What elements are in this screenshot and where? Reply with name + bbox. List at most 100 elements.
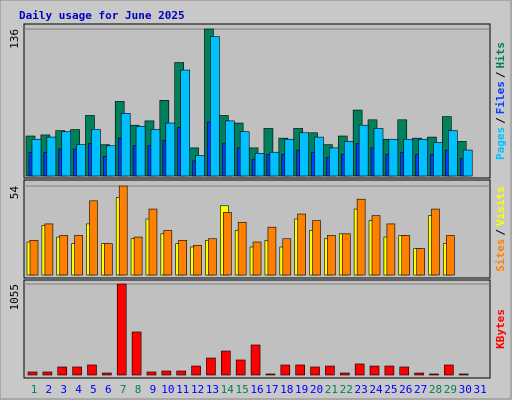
bar (91, 129, 101, 177)
bar (269, 151, 280, 177)
bar (448, 130, 458, 177)
bar (146, 371, 157, 376)
bar (44, 223, 54, 276)
bar (221, 350, 231, 376)
bar (373, 128, 384, 177)
bar (433, 142, 443, 177)
bar (252, 241, 262, 276)
bar (299, 132, 309, 177)
x-tick-label: 6 (105, 383, 112, 396)
bar (399, 366, 410, 376)
bar (27, 371, 38, 376)
x-tick-label: 4 (75, 383, 82, 396)
bar (133, 236, 143, 276)
legend: KBytes (494, 309, 507, 349)
x-tick-label: 29 (444, 383, 457, 396)
bar (42, 371, 53, 376)
bar (237, 221, 247, 276)
x-tick-label: 31 (473, 383, 486, 396)
bar (61, 131, 72, 177)
x-tick-label: 19 (295, 383, 308, 396)
bar (339, 372, 350, 376)
chart-title: Daily usage for June 2025 (19, 9, 185, 22)
x-tick-label: 5 (90, 383, 97, 396)
bar (74, 235, 83, 276)
bar (356, 198, 366, 276)
bar (265, 373, 276, 376)
x-tick-label: 22 (340, 383, 353, 396)
x-tick-label: 24 (369, 383, 383, 396)
x-tick-label: 2 (46, 383, 53, 396)
legend: Pages / Files / Hits (494, 42, 507, 160)
bar (235, 359, 246, 376)
legend-entry: Sites (494, 239, 507, 272)
bar (297, 213, 306, 276)
x-tick-label: 11 (176, 383, 189, 396)
x-tick-label: 17 (265, 383, 278, 396)
x-tick-label: 16 (250, 383, 263, 396)
x-tick-label: 3 (60, 383, 67, 396)
bar (223, 212, 232, 276)
x-tick-label: 20 (310, 383, 323, 396)
x-tick-label: 23 (355, 383, 368, 396)
bar (193, 245, 202, 276)
bar (59, 235, 69, 276)
bar (314, 136, 324, 177)
bar (163, 230, 173, 276)
bar (431, 208, 440, 276)
bar (403, 138, 414, 177)
bar (210, 36, 220, 177)
bar (414, 372, 424, 376)
bar (343, 141, 354, 177)
x-tick-label: 7 (120, 383, 127, 396)
bar (118, 185, 128, 276)
bar (327, 235, 336, 276)
bar (325, 365, 335, 376)
legend-entry: Hits (494, 42, 507, 69)
bar (104, 243, 113, 276)
bar (57, 366, 68, 376)
bar (386, 223, 396, 276)
bar (178, 240, 187, 276)
bar (284, 138, 295, 177)
bar (46, 136, 57, 177)
x-tick-label: 26 (399, 383, 412, 396)
legend-separator: / (494, 71, 507, 78)
x-tick-label: 30 (459, 383, 472, 396)
x-tick-label: 14 (221, 383, 235, 396)
x-tick-label: 18 (280, 383, 293, 396)
bar (165, 122, 176, 177)
bar (280, 364, 291, 376)
bar (87, 364, 97, 376)
bar (254, 153, 265, 177)
bar (176, 370, 186, 376)
legend-separator: / (494, 117, 507, 124)
x-tick-label: 28 (429, 383, 442, 396)
legend: Sites / Visits (494, 186, 507, 272)
bar (31, 138, 42, 177)
bar (180, 69, 190, 177)
bar (150, 129, 161, 177)
bar (225, 120, 235, 177)
bar (195, 155, 205, 177)
bar (446, 235, 455, 276)
bar (76, 144, 86, 177)
bar (120, 113, 131, 177)
bar (106, 145, 116, 177)
bar (239, 131, 250, 177)
bar (458, 373, 469, 376)
bar (354, 363, 365, 376)
bar (161, 370, 172, 376)
bar (358, 124, 369, 177)
bar (418, 138, 428, 177)
y-tick-label: 1055 (8, 284, 21, 311)
bar (341, 233, 351, 276)
bar (72, 366, 82, 376)
x-tick-label: 27 (414, 383, 427, 396)
bar (429, 373, 439, 376)
legend-entry: Files (494, 81, 507, 114)
bar (250, 344, 261, 376)
bar (267, 226, 277, 276)
legend-entry: Pages (494, 127, 507, 160)
